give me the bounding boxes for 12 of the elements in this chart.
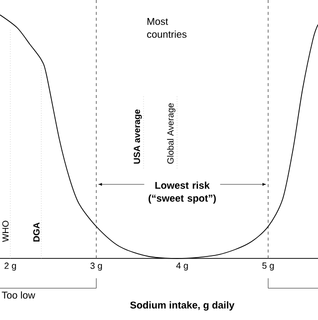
ref-line-label: DGA xyxy=(33,222,40,242)
annotation: Most countries xyxy=(147,18,187,38)
ref-line-label: Global Average xyxy=(167,103,176,164)
x-tick-label: 4 g xyxy=(176,262,188,271)
x-tick-label: 3 g xyxy=(90,262,102,271)
x-tick-label: 5 g xyxy=(262,262,274,271)
x-axis-title: Sodium intake, g daily xyxy=(130,301,234,311)
x-tick-label: 2 g xyxy=(4,262,16,271)
annotation: Lowest risk (“sweet spot”) xyxy=(148,182,216,204)
ref-line-label: USA average xyxy=(134,109,142,164)
text: Too low xyxy=(2,291,36,299)
ref-line-label: WHO xyxy=(2,220,9,242)
